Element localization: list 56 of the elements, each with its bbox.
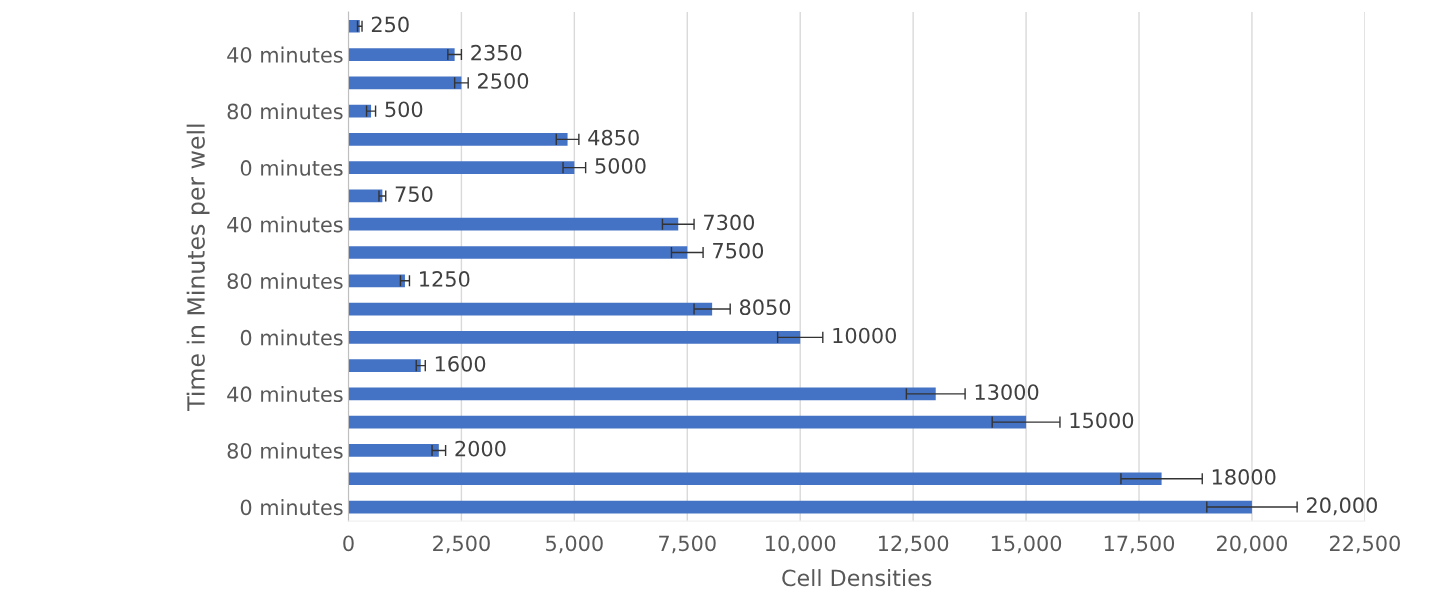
data-label: 2500 [478,73,529,89]
y-tick-label: 80 minutes [227,103,343,120]
x-tick-label: 7,500 [659,535,716,554]
bar [348,444,439,457]
x-tick-label: 5,000 [546,535,603,554]
x-axis-title: Cell Densities [782,569,932,587]
data-label: 2000 [455,440,506,457]
data-label: 7300 [704,214,755,231]
x-tick-label: 2,500 [433,535,490,554]
x-tick-label: 12,500 [878,535,949,554]
data-label: 4850 [588,129,639,146]
data-label: 1250 [420,271,470,287]
y-tick-label: 80 minutes [227,272,343,289]
data-label: 5000 [595,157,646,174]
data-label: 500 [385,101,423,118]
bar [348,330,801,344]
x-tick-label: 15,000 [991,535,1062,554]
y-axis-title: Time in Minutes per well [186,124,210,411]
bar [348,189,383,203]
x-tick-label: 20,000 [1217,535,1288,554]
data-label: 15000 [1070,412,1134,429]
bar [348,302,713,316]
data-label: 2350 [471,44,522,61]
y-tick-label: 40 minutes [227,46,343,63]
bar [348,48,455,61]
data-label: 20,000 [1306,497,1377,516]
y-tick-label: 80 minutes [227,442,343,459]
y-tick-label: 0 minutes [240,159,343,176]
bar [348,246,688,259]
data-label: 13000 [975,384,1039,400]
data-label: 8050 [739,299,791,316]
bar [348,217,679,231]
y-tick-label: 0 minutes [240,499,343,516]
data-label: 18000 [1212,469,1276,485]
x-tick-label: 17,500 [1104,535,1175,554]
data-label: 1600 [435,355,486,372]
y-tick-label: 40 minutes [227,216,343,233]
data-label: 250 [371,16,409,33]
y-tick-label: 0 minutes [240,329,343,346]
bar [348,133,568,146]
data-label: 10000 [833,327,897,344]
data-label: 7500 [713,242,764,259]
bar [348,76,462,90]
bar [348,161,575,175]
x-tick-label: 22,500 [1329,535,1400,554]
x-tick-label: 0 [343,535,354,552]
bar [348,359,421,372]
bar [348,500,1252,514]
bar [348,19,360,33]
x-tick-label: 10,000 [766,535,836,554]
bar [348,415,1027,429]
bar [348,387,936,401]
bar [348,274,405,288]
data-label: 750 [395,186,433,202]
bar [348,472,1162,486]
y-tick-label: 40 minutes [227,385,343,403]
